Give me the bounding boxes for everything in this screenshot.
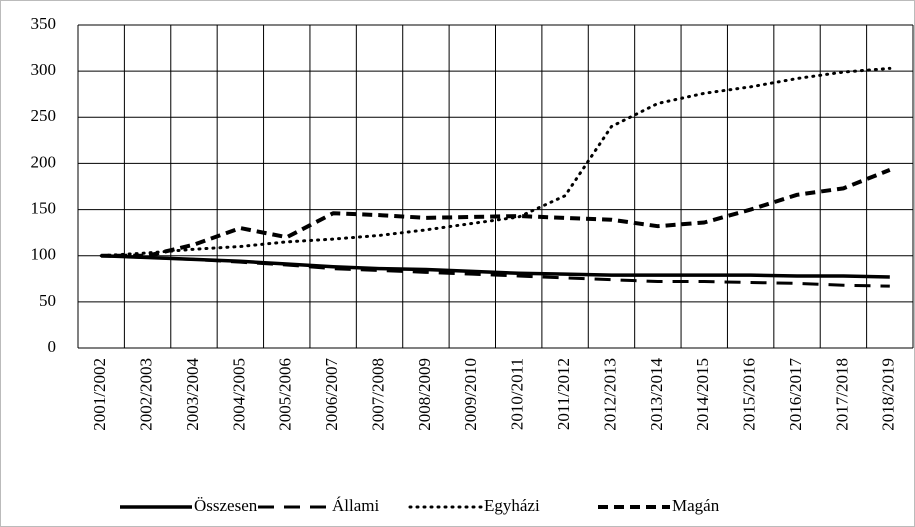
legend-label: Összesen xyxy=(194,496,258,515)
x-tick-label: 2012/2013 xyxy=(600,358,619,431)
x-tick-label: 2003/2004 xyxy=(183,358,202,431)
legend-label: Magán xyxy=(672,496,720,515)
x-tick-label: 2016/2017 xyxy=(786,358,805,431)
y-tick-label: 350 xyxy=(31,14,57,33)
x-tick-label: 2015/2016 xyxy=(740,358,759,431)
legend-label: Egyházi xyxy=(484,496,540,515)
x-tick-label: 2006/2007 xyxy=(322,358,341,431)
x-tick-label: 2008/2009 xyxy=(415,358,434,431)
x-tick-label: 2014/2015 xyxy=(693,358,712,431)
y-tick-label: 0 xyxy=(48,337,57,356)
y-tick-label: 150 xyxy=(31,198,57,217)
x-tick-label: 2013/2014 xyxy=(647,358,666,431)
x-tick-label: 2009/2010 xyxy=(461,358,480,431)
y-tick-label: 250 xyxy=(31,106,57,125)
x-tick-label: 2001/2002 xyxy=(90,358,109,431)
y-tick-label: 50 xyxy=(39,291,56,310)
x-tick-label: 2018/2019 xyxy=(879,358,898,431)
y-tick-label: 200 xyxy=(31,152,57,171)
x-tick-label: 2017/2018 xyxy=(832,358,851,431)
x-tick-label: 2011/2012 xyxy=(554,358,573,430)
x-tick-label: 2004/2005 xyxy=(229,358,248,431)
series-line xyxy=(101,254,890,288)
series-line xyxy=(99,66,892,258)
x-tick-label: 2005/2006 xyxy=(276,358,295,431)
x-tick-label: 2010/2011 xyxy=(508,358,527,430)
series-line xyxy=(101,168,891,258)
y-tick-label: 100 xyxy=(31,245,57,264)
x-tick-label: 2007/2008 xyxy=(368,358,387,431)
legend-label: Állami xyxy=(332,496,379,515)
x-tick-label: 2002/2003 xyxy=(136,358,155,431)
y-tick-label: 300 xyxy=(31,60,57,79)
